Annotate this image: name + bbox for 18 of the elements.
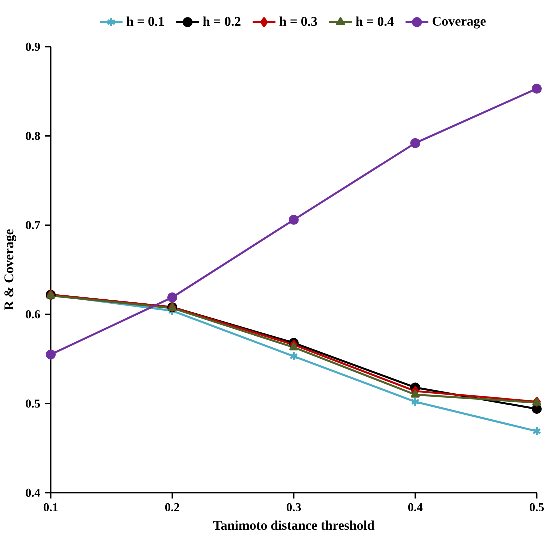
legend-label: h = 0.3 (280, 16, 318, 26)
y-tick-label: 0.7 (26, 221, 40, 230)
x-tick-label: 0.4 (408, 503, 423, 512)
y-tick-label: 0.4 (26, 488, 40, 498)
y-axis-title: R & Coverage (4, 230, 16, 310)
y-tick-label: 0.5 (26, 400, 40, 408)
legend-label: Coverage (432, 16, 486, 29)
y-tick-label: 0.6 (26, 310, 40, 319)
y-tick-label: 0.9 (26, 42, 40, 52)
y-tick-label: 0.8 (26, 132, 40, 140)
x-tick-label: 0.5 (530, 503, 544, 512)
x-tick-label: 0.1 (44, 503, 58, 512)
x-tick-label: 0.2 (165, 503, 180, 512)
legend-label: h = 0.4 (356, 16, 394, 26)
x-axis-title: Tanimoto distance threshold (213, 520, 375, 530)
x-tick-label: 0.3 (286, 503, 302, 512)
legend-label: h = 0.2 (203, 16, 241, 26)
legend-label: h = 0.1 (126, 16, 164, 26)
